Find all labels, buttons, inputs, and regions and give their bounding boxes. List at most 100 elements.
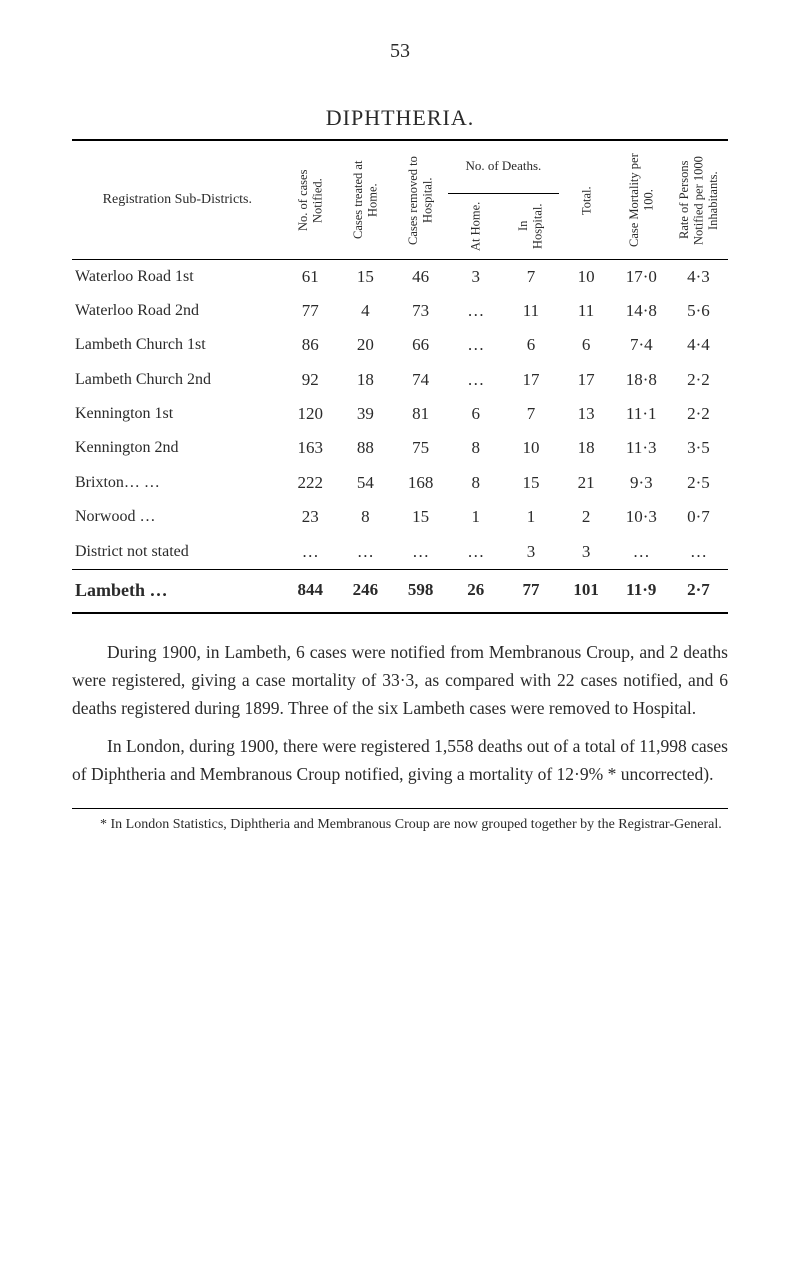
cell-district: Brixton… … xyxy=(72,466,283,500)
cell: 0·7 xyxy=(669,500,728,534)
cell-district: Lambeth Church 2nd xyxy=(72,363,283,397)
cell: 17·0 xyxy=(614,259,669,294)
cell: … xyxy=(283,535,338,570)
footnote: * In London Statistics, Diphtheria and M… xyxy=(72,815,728,835)
cell: 10 xyxy=(559,259,614,294)
cell: 14·8 xyxy=(614,294,669,328)
cell: 2·2 xyxy=(669,397,728,431)
table-row: Waterloo Road 2nd 77 4 73 … 11 11 14·8 5… xyxy=(72,294,728,328)
cell: … xyxy=(448,294,503,328)
cell: 9·3 xyxy=(614,466,669,500)
paragraph-2: In London, during 1900, there were regis… xyxy=(72,732,728,788)
table-row: Lambeth Church 2nd 92 18 74 … 17 17 18·8… xyxy=(72,363,728,397)
cell: … xyxy=(448,535,503,570)
cell: 11 xyxy=(559,294,614,328)
cell: 6 xyxy=(503,328,558,362)
col-hospital: Cases removed to Hospital. xyxy=(393,141,448,259)
cell: 3·5 xyxy=(669,431,728,465)
table-row: Kennington 1st 120 39 81 6 7 13 11·1 2·2 xyxy=(72,397,728,431)
cell: 81 xyxy=(393,397,448,431)
section-title: DIPHTHERIA. xyxy=(72,105,728,131)
col-rate: Rate of Persons Notified per 1000 Inhabi… xyxy=(669,141,728,259)
cell-district-total: Lambeth … xyxy=(72,570,283,612)
cell: 15 xyxy=(338,259,393,294)
cell: 54 xyxy=(338,466,393,500)
cell: 17 xyxy=(559,363,614,397)
cell: 20 xyxy=(338,328,393,362)
cell: 73 xyxy=(393,294,448,328)
cell: … xyxy=(448,328,503,362)
cell: 15 xyxy=(393,500,448,534)
cell: 4·3 xyxy=(669,259,728,294)
footnote-rule xyxy=(72,808,728,809)
table-row: District not stated … … … … 3 3 … … xyxy=(72,535,728,570)
cell: 10 xyxy=(503,431,558,465)
cell-district: Lambeth Church 1st xyxy=(72,328,283,362)
cell: 7·4 xyxy=(614,328,669,362)
cell: 92 xyxy=(283,363,338,397)
cell: 11·3 xyxy=(614,431,669,465)
cell: 15 xyxy=(503,466,558,500)
col-deaths-home: At Home. xyxy=(448,193,503,259)
cell: 46 xyxy=(393,259,448,294)
cell: 3 xyxy=(448,259,503,294)
cell-total: 2·7 xyxy=(669,570,728,612)
cell: 11 xyxy=(503,294,558,328)
cell: 3 xyxy=(559,535,614,570)
cell-district: District not stated xyxy=(72,535,283,570)
cell: … xyxy=(393,535,448,570)
table-row: Lambeth Church 1st 86 20 66 … 6 6 7·4 4·… xyxy=(72,328,728,362)
table-total-row: Lambeth … 844 246 598 26 77 101 11·9 2·7 xyxy=(72,570,728,612)
cell: 88 xyxy=(338,431,393,465)
cell: 39 xyxy=(338,397,393,431)
cell: … xyxy=(669,535,728,570)
table-row: Waterloo Road 1st 61 15 46 3 7 10 17·0 4… xyxy=(72,259,728,294)
diphtheria-table: Registration Sub-Districts. No. of cases… xyxy=(72,139,728,614)
cell-district: Kennington 2nd xyxy=(72,431,283,465)
cell: 222 xyxy=(283,466,338,500)
cell: 7 xyxy=(503,397,558,431)
cell-district: Waterloo Road 2nd xyxy=(72,294,283,328)
cell: … xyxy=(338,535,393,570)
cell: 8 xyxy=(448,466,503,500)
cell: 75 xyxy=(393,431,448,465)
cell: 8 xyxy=(338,500,393,534)
cell: 4 xyxy=(338,294,393,328)
col-mortality: Case Mortality per 100. xyxy=(614,141,669,259)
cell: 2·2 xyxy=(669,363,728,397)
cell: 1 xyxy=(448,500,503,534)
cell: 17 xyxy=(503,363,558,397)
col-notified: No. of cases Notified. xyxy=(283,141,338,259)
col-home-treated: Cases treated at Home. xyxy=(338,141,393,259)
cell: 74 xyxy=(393,363,448,397)
cell: 1 xyxy=(503,500,558,534)
cell: 2·5 xyxy=(669,466,728,500)
cell-total: 26 xyxy=(448,570,503,612)
table-row: Kennington 2nd 163 88 75 8 10 18 11·3 3·… xyxy=(72,431,728,465)
cell-total: 246 xyxy=(338,570,393,612)
cell: 7 xyxy=(503,259,558,294)
cell-total: 598 xyxy=(393,570,448,612)
table-row: Norwood … 23 8 15 1 1 2 10·3 0·7 xyxy=(72,500,728,534)
cell: 23 xyxy=(283,500,338,534)
col-deaths-group: No. of Deaths. xyxy=(448,141,558,193)
cell-district: Norwood … xyxy=(72,500,283,534)
cell: 21 xyxy=(559,466,614,500)
cell: 86 xyxy=(283,328,338,362)
cell: 8 xyxy=(448,431,503,465)
col-deaths-hospital: In Hospital. xyxy=(503,193,558,259)
cell: 18 xyxy=(338,363,393,397)
cell: 3 xyxy=(503,535,558,570)
cell: 77 xyxy=(283,294,338,328)
data-table: Registration Sub-Districts. No. of cases… xyxy=(72,141,728,612)
cell: 5·6 xyxy=(669,294,728,328)
paragraph-1: During 1900, in Lambeth, 6 cases were no… xyxy=(72,638,728,722)
cell-total: 844 xyxy=(283,570,338,612)
cell: 13 xyxy=(559,397,614,431)
col-district: Registration Sub-Districts. xyxy=(72,141,283,259)
page-number: 53 xyxy=(72,40,728,63)
cell-total: 11·9 xyxy=(614,570,669,612)
cell: … xyxy=(614,535,669,570)
cell: 10·3 xyxy=(614,500,669,534)
cell: 168 xyxy=(393,466,448,500)
